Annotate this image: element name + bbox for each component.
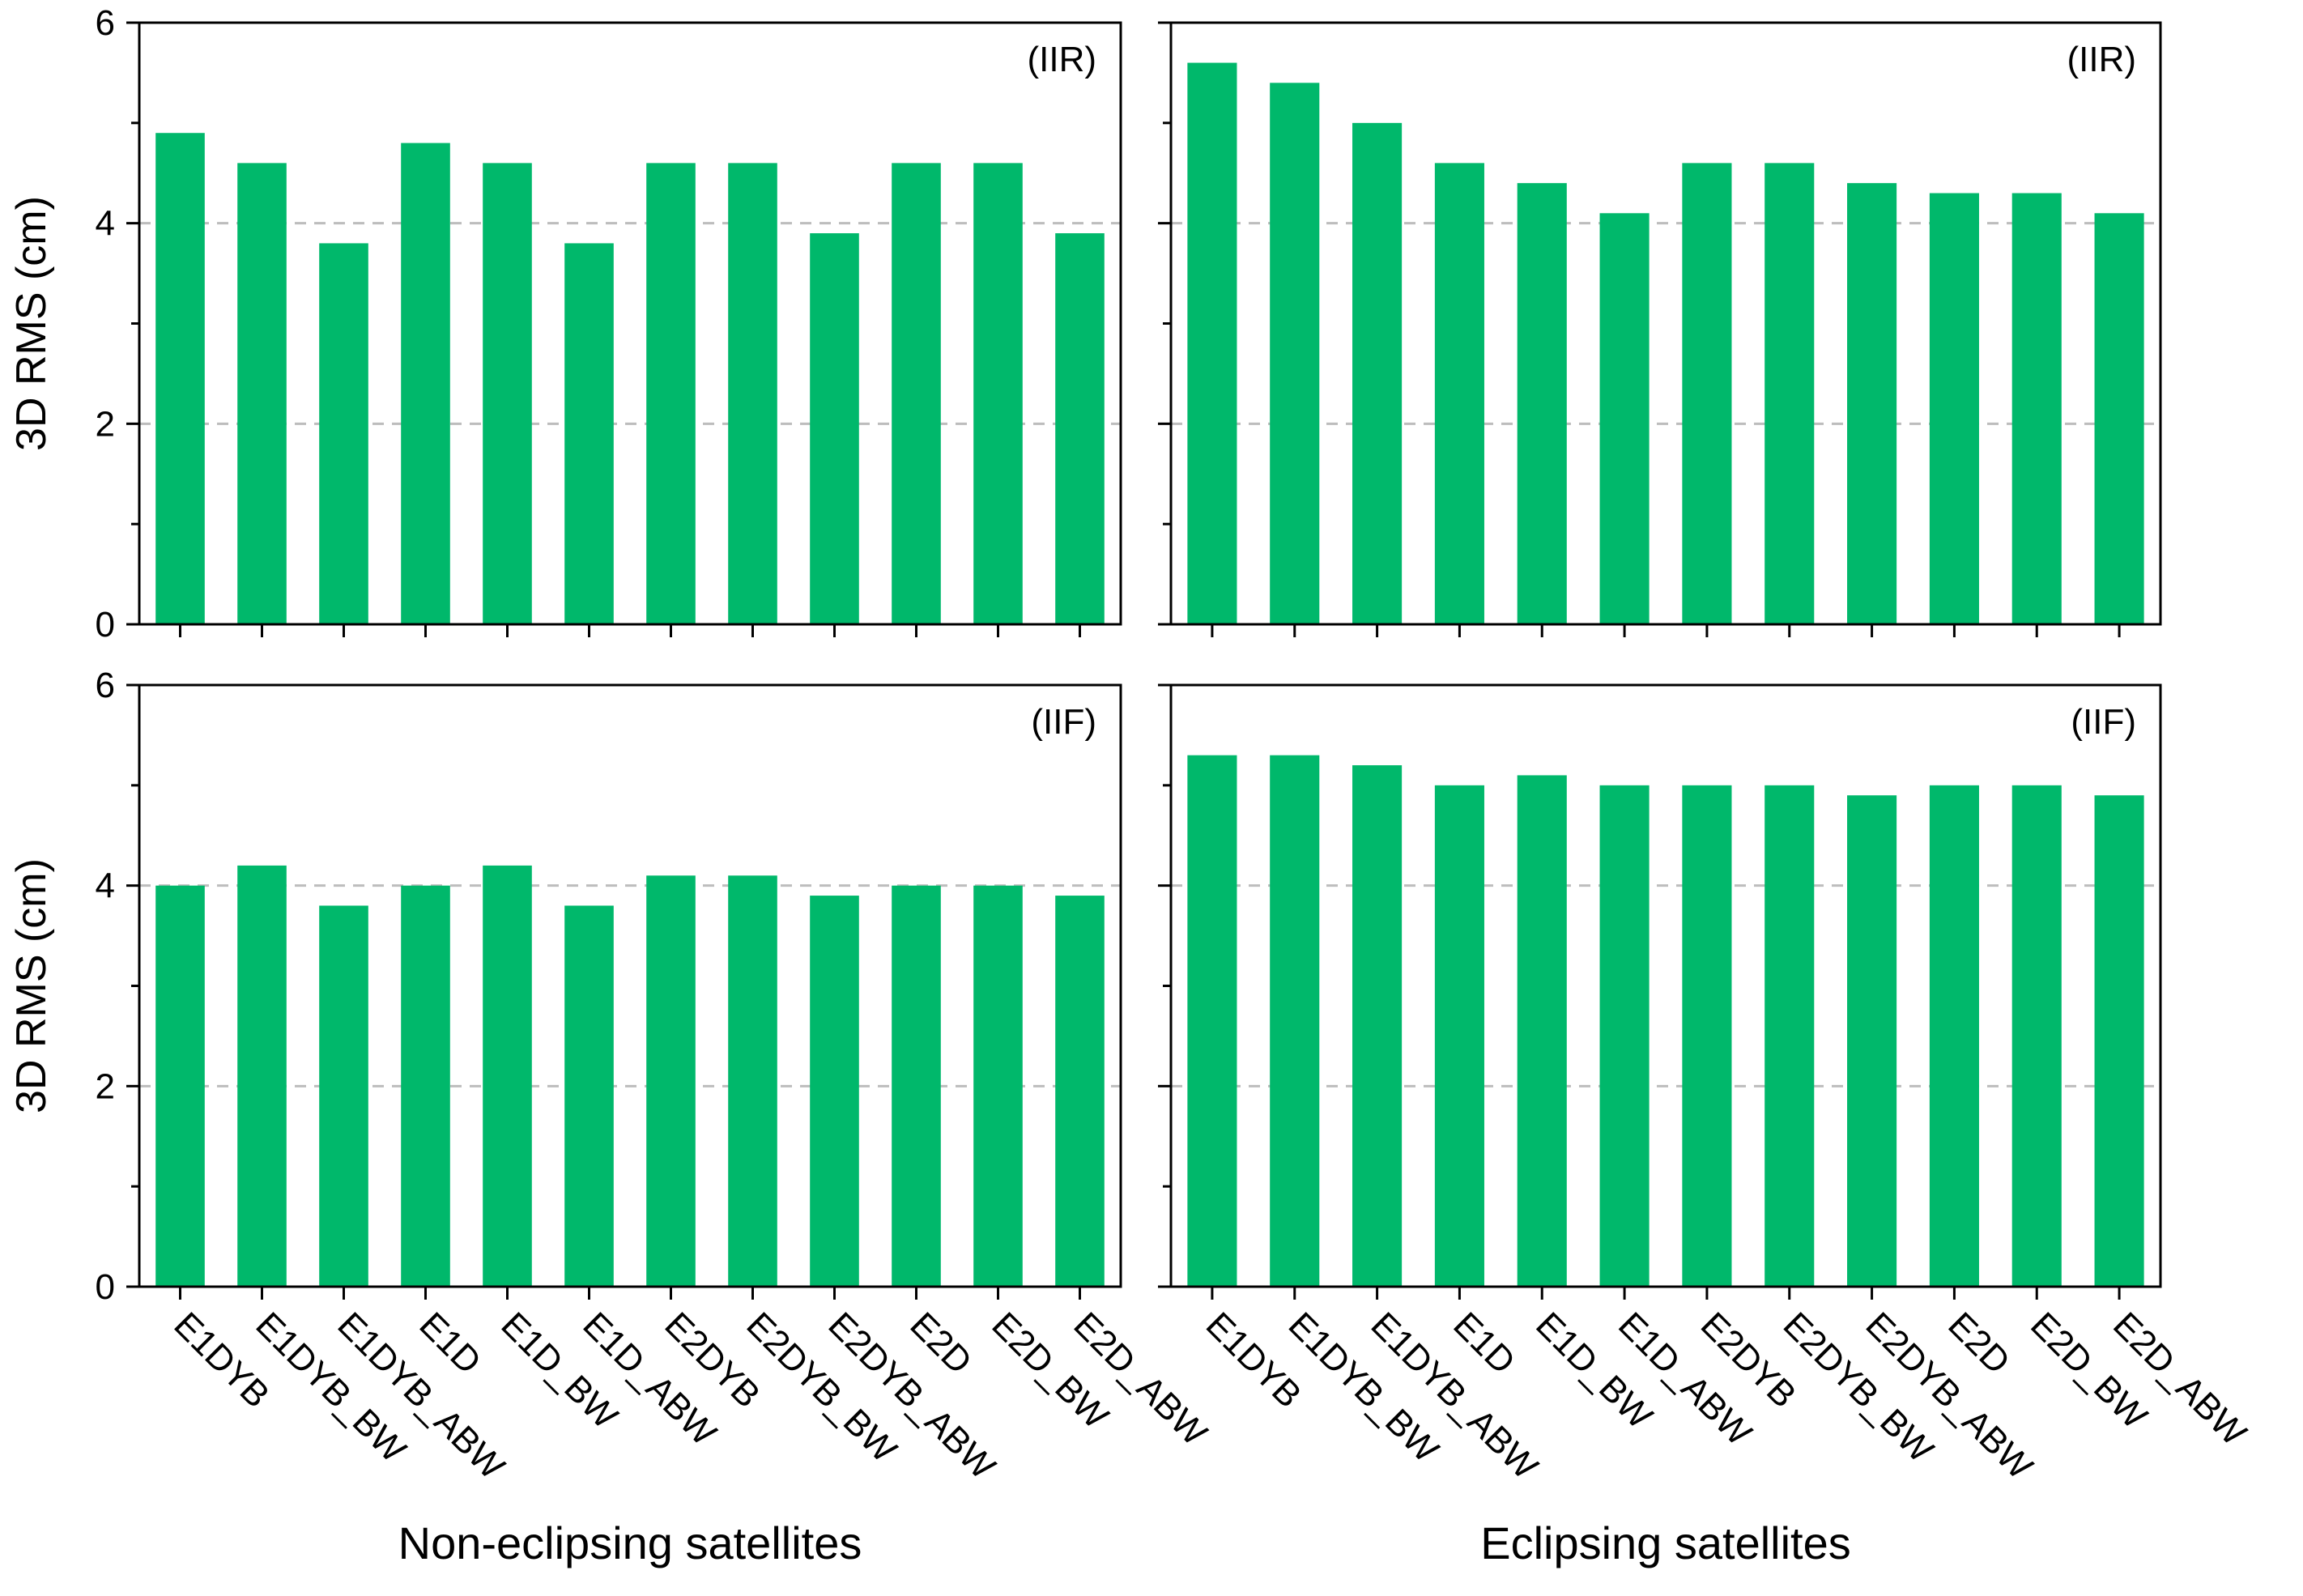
bar-e1d bbox=[401, 143, 450, 625]
bar-e2dyb-bw bbox=[1764, 785, 1815, 1287]
bar-e2d-abw bbox=[1055, 896, 1105, 1287]
bar-e1dyb bbox=[155, 133, 205, 624]
x-group-title: Non-eclipsing satellites bbox=[398, 1517, 862, 1568]
bar-e1d-bw bbox=[1517, 775, 1567, 1287]
bar-e2dyb bbox=[646, 163, 696, 624]
bar-e1dyb-abw bbox=[1352, 765, 1403, 1287]
bar-e1d-bw bbox=[483, 865, 532, 1287]
bar-e2d-bw bbox=[2011, 785, 2062, 1287]
ytick-label: 2 bbox=[96, 1066, 115, 1106]
panel-tag: (IIR) bbox=[1027, 40, 1096, 79]
bar-e2d-bw bbox=[973, 163, 1023, 624]
bar-e1dyb-abw bbox=[319, 243, 368, 624]
bar-e2dyb-bw bbox=[1764, 163, 1815, 624]
bar-e1dyb-bw bbox=[1270, 755, 1320, 1287]
bar-e1dyb bbox=[155, 885, 205, 1287]
bar-e1dyb-bw bbox=[237, 865, 287, 1287]
ytick-label: 0 bbox=[96, 605, 115, 645]
panel-top-left-iir: 0 2 4 6 (IIR) 3D RMS (cm) bbox=[8, 3, 1122, 645]
bar-e1dyb-abw bbox=[319, 905, 368, 1287]
y-axis-title: 3D RMS (cm) bbox=[8, 858, 55, 1113]
bar-e2d-abw bbox=[1055, 233, 1105, 624]
bar-e1d bbox=[401, 885, 450, 1287]
y-axis-title: 3D RMS (cm) bbox=[8, 196, 55, 451]
ytick-label: 0 bbox=[96, 1267, 115, 1307]
panel-tag: (IIF) bbox=[2071, 702, 2136, 742]
bar-e2dyb-abw bbox=[1847, 183, 1897, 625]
bar-e2d bbox=[1929, 785, 1979, 1287]
panel-tag: (IIR) bbox=[2067, 40, 2136, 79]
bar-e1d-bw bbox=[1517, 183, 1567, 625]
bar-e2d-abw bbox=[2094, 795, 2144, 1287]
ytick-label: 4 bbox=[96, 204, 115, 244]
bar-e2d bbox=[892, 163, 941, 624]
bar-e2d-bw bbox=[2011, 193, 2062, 624]
ytick-label: 4 bbox=[96, 866, 115, 906]
bar-e2d bbox=[1929, 193, 1979, 624]
bar-e2d-abw bbox=[2094, 213, 2144, 624]
x-group-title: Eclipsing satellites bbox=[1480, 1517, 1851, 1568]
bar-e1d-bw bbox=[483, 163, 532, 624]
bar-e2d-bw bbox=[973, 885, 1023, 1287]
bar-e2dyb-abw bbox=[810, 896, 859, 1287]
bar-e1d-abw bbox=[564, 243, 614, 624]
bar-e2dyb-abw bbox=[1847, 795, 1897, 1287]
bar-e1d-abw bbox=[564, 905, 614, 1287]
bar-e1dyb-bw bbox=[1270, 83, 1320, 625]
bar-e2dyb bbox=[646, 875, 696, 1287]
bar-e1dyb bbox=[1187, 62, 1237, 625]
bar-e1d-abw bbox=[1599, 213, 1650, 624]
bar-e1d-abw bbox=[1599, 785, 1650, 1287]
bar-e1dyb bbox=[1187, 755, 1237, 1287]
ytick-label: 6 bbox=[96, 3, 115, 43]
bar-e1d bbox=[1434, 785, 1484, 1287]
bar-e2dyb bbox=[1682, 163, 1732, 624]
ytick-label: 2 bbox=[96, 404, 115, 444]
bar-e2dyb-bw bbox=[728, 875, 777, 1287]
bar-e2d bbox=[892, 885, 941, 1287]
bar-e2dyb-bw bbox=[728, 163, 777, 624]
bar-e2dyb bbox=[1682, 785, 1732, 1287]
bar-e1dyb-abw bbox=[1352, 122, 1403, 625]
ytick-label: 6 bbox=[96, 666, 115, 705]
bar-e1d bbox=[1434, 163, 1484, 624]
bar-e1dyb-bw bbox=[237, 163, 287, 624]
panel-tag: (IIF) bbox=[1031, 702, 1096, 742]
bar-e2dyb-abw bbox=[810, 233, 859, 624]
panel-top-right-iir: (IIR) bbox=[1158, 21, 2162, 637]
